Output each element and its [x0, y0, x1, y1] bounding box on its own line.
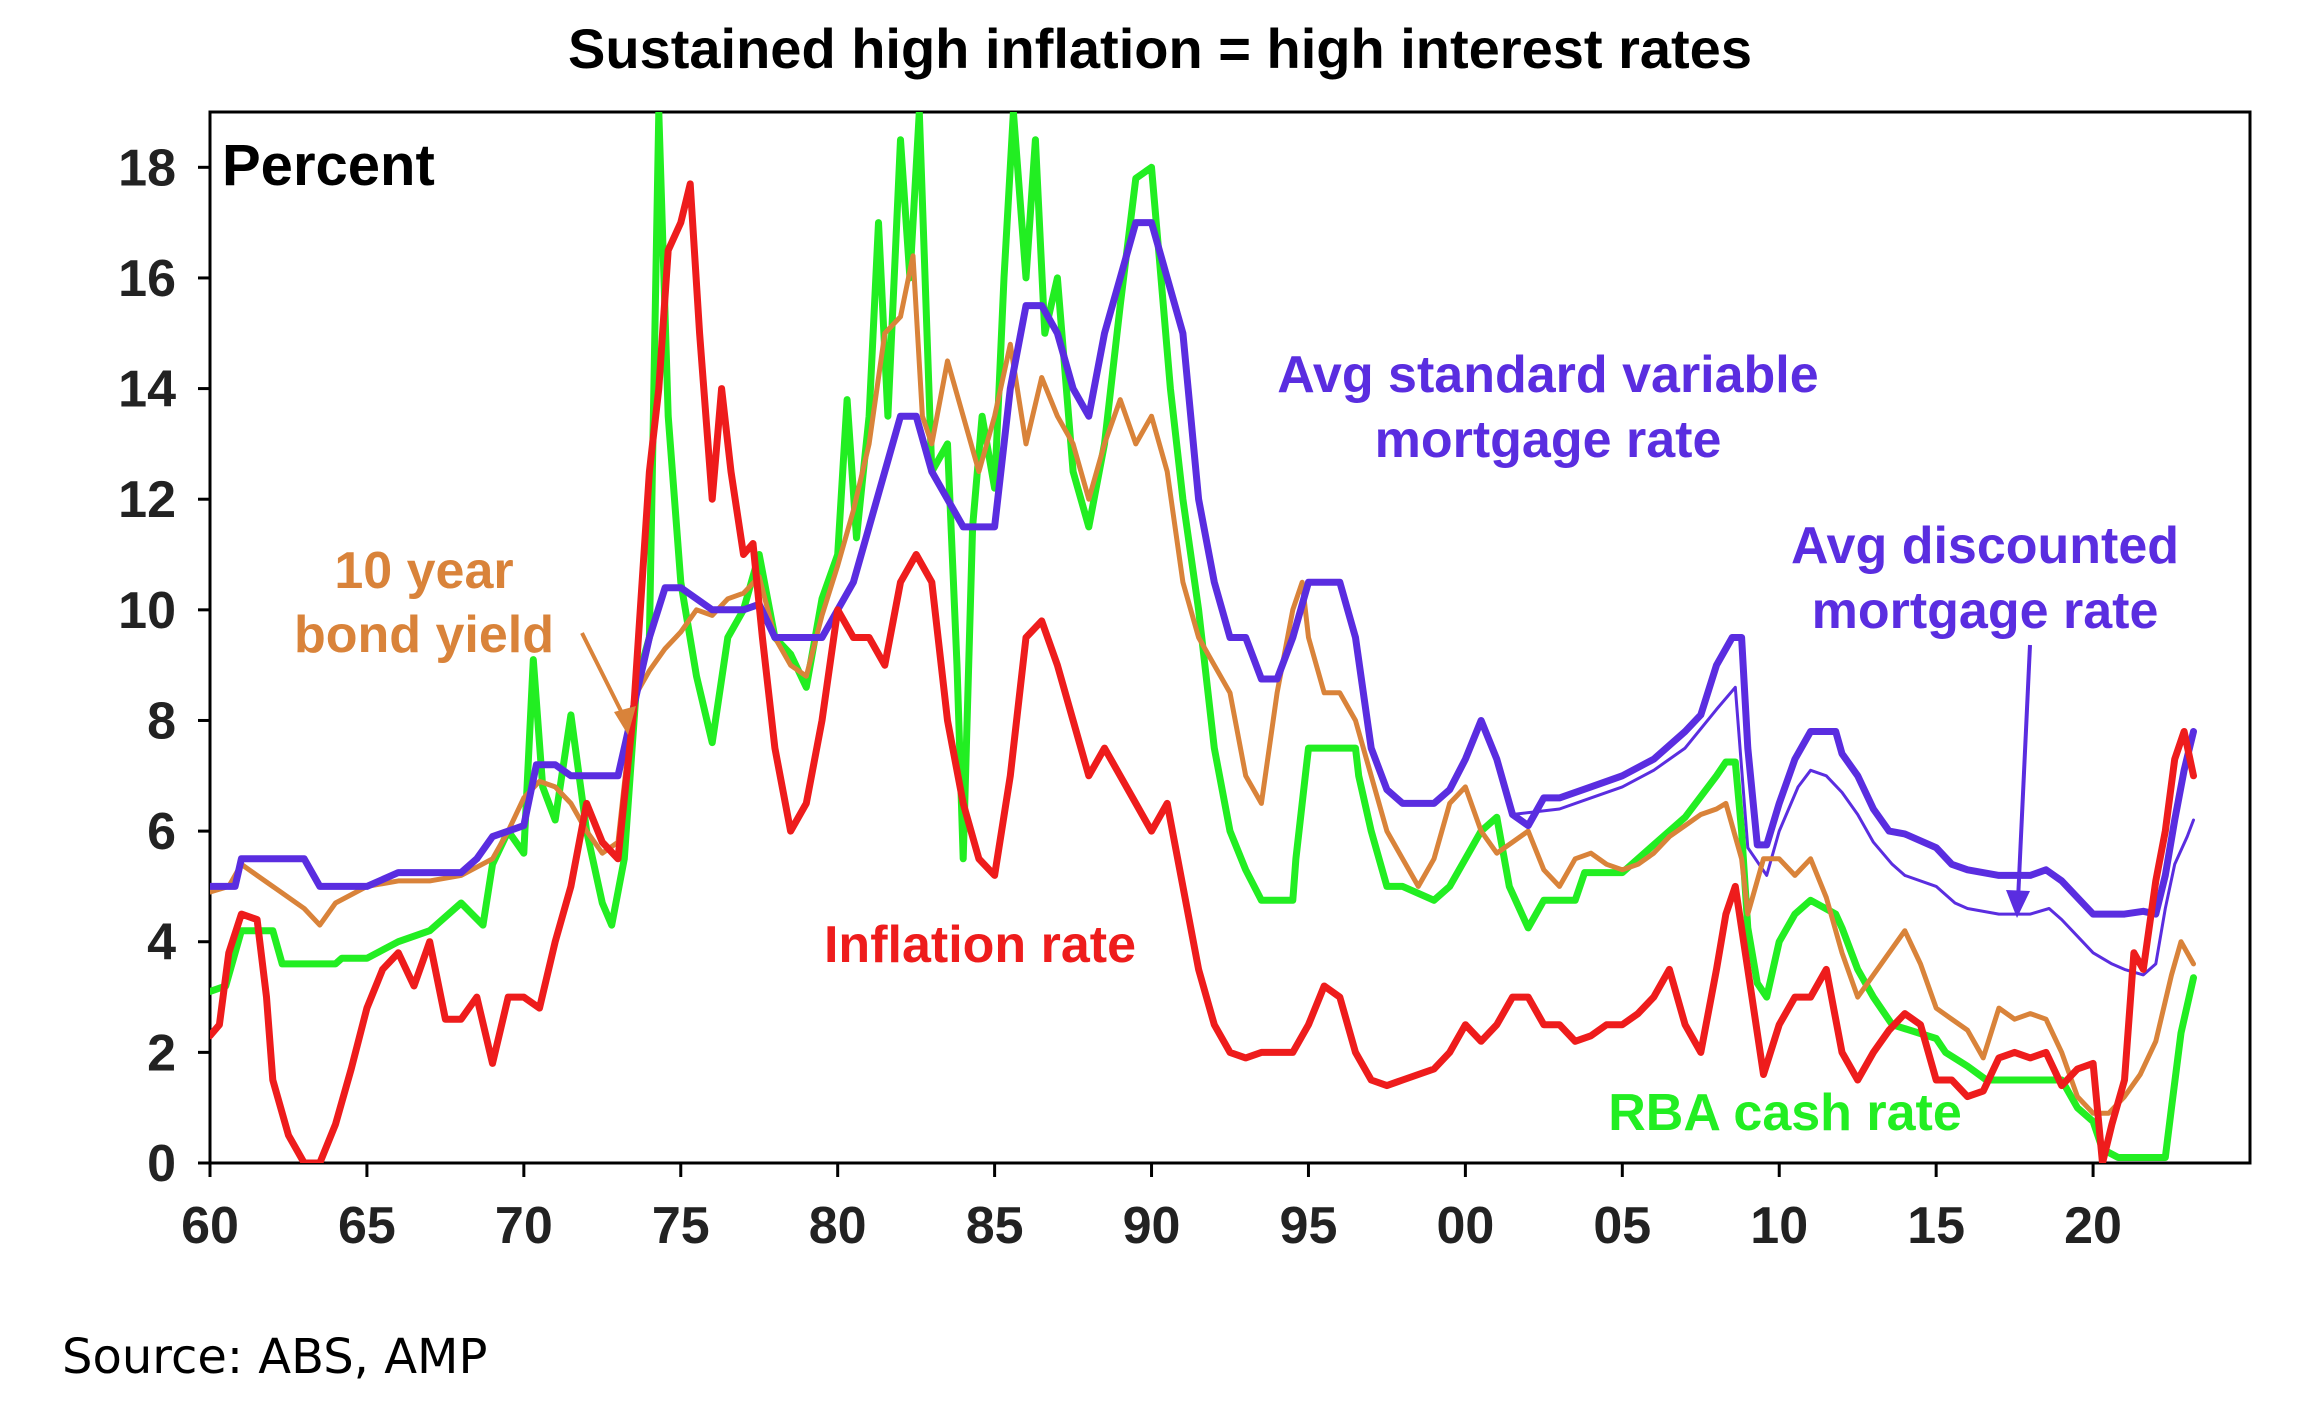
chart-title: Sustained high inflation = high interest… [568, 17, 1752, 80]
y-tick-label: 10 [118, 582, 176, 640]
series-line-avg-standard-variable-mortgage-rate [210, 219, 2197, 918]
y-axis: 0 2 4 6 8 10 12 14 16 18 [118, 139, 210, 1193]
annotation-variable-line2: mortgage rate [1375, 411, 1722, 469]
y-tick-label: 8 [147, 692, 176, 750]
y-tick-label: 16 [118, 250, 176, 308]
y-tick-label: 4 [147, 914, 176, 972]
x-tick-label: 10 [1750, 1197, 1808, 1255]
annotation-discounted-arrow [2016, 644, 2032, 901]
annotation-bond-line1: 10 year [334, 542, 513, 600]
x-tick-label: 75 [652, 1197, 710, 1255]
y-tick-label: 0 [147, 1135, 176, 1193]
y-tick-label: 2 [147, 1024, 176, 1082]
x-tick-label: 70 [495, 1197, 553, 1255]
plot-frame [208, 110, 2252, 1165]
x-tick-label: 05 [1593, 1197, 1651, 1255]
x-tick-label: 80 [809, 1197, 867, 1255]
x-tick-label: 20 [2064, 1197, 2122, 1255]
annotation-bond-arrow [580, 632, 630, 726]
series-line-inflation-rate [210, 180, 2197, 1163]
x-tick-label: 15 [1907, 1197, 1965, 1255]
x-tick-label: 95 [1280, 1197, 1338, 1255]
series-line-avg-discounted-mortgage-rate [1511, 685, 2195, 977]
x-axis: 60 65 70 75 80 85 90 95 00 05 10 15 20 [181, 1163, 2122, 1255]
y-axis-unit-label: Percent [222, 133, 435, 198]
x-tick-label: 00 [1436, 1197, 1494, 1255]
y-tick-label: 18 [118, 139, 176, 197]
annotation-variable-line1: Avg standard variable [1277, 346, 1818, 404]
x-tick-label: 60 [181, 1197, 239, 1255]
y-tick-label: 14 [118, 361, 176, 419]
y-tick-label: 6 [147, 803, 176, 861]
source-note: Source: ABS, AMP [62, 1329, 487, 1385]
x-tick-label: 90 [1123, 1197, 1181, 1255]
y-tick-label: 12 [118, 471, 176, 529]
annotation-cash: RBA cash rate [1608, 1084, 1962, 1142]
annotation-discounted-line1: Avg discounted [1791, 517, 2179, 575]
annotation-inflation: Inflation rate [824, 916, 1136, 974]
x-tick-label: 85 [966, 1197, 1024, 1255]
x-tick-label: 65 [338, 1197, 396, 1255]
series-layer [210, 112, 2197, 1163]
annotation-bond-line2: bond yield [294, 606, 554, 664]
annotation-discounted-arrowhead [2006, 890, 2030, 918]
annotation-discounted-line2: mortgage rate [1812, 582, 2159, 640]
annotation-bond-arrowhead [614, 706, 636, 735]
